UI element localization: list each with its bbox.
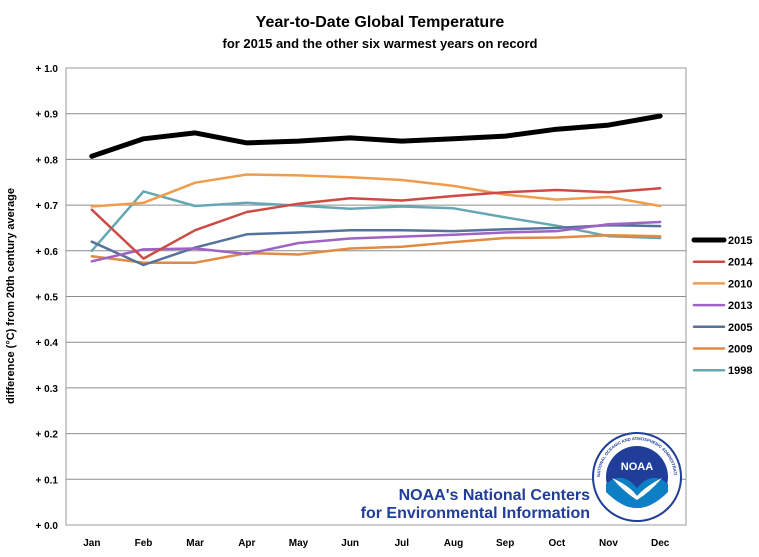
series-line-2009: [90, 234, 662, 264]
y-tick-label: + 1.0: [35, 64, 58, 75]
series-line-2015: [89, 113, 663, 159]
credit-line-2: for Environmental Information: [361, 505, 590, 522]
legend: 2015 2014 2010 2013 2005 2009 1998: [691, 235, 753, 377]
y-tick-label: + 0.7: [35, 201, 58, 212]
y-tick-label: + 0.4: [35, 338, 58, 349]
x-tick-label: Jun: [341, 538, 359, 549]
x-tick-label: Mar: [186, 538, 204, 549]
y-tick-label: + 0.2: [35, 430, 58, 441]
legend-label-2015: 2015: [728, 235, 752, 247]
x-tick-label: Dec: [651, 538, 670, 549]
y-tick-label: + 0.0: [35, 521, 58, 532]
y-tick-label: + 0.5: [35, 293, 58, 304]
legend-label-2009: 2009: [728, 344, 752, 356]
y-tick-label: + 0.6: [35, 247, 58, 258]
series-line-2010: [90, 173, 662, 208]
chart-subtitle: for 2015 and the other six warmest years…: [222, 36, 537, 51]
legend-label-1998: 1998: [728, 365, 752, 377]
x-tick-label: Jan: [83, 538, 100, 549]
x-tick-label: May: [289, 538, 309, 549]
y-tick-label: + 0.8: [35, 155, 58, 166]
gridlines: [66, 113, 686, 480]
series-line-2013: [90, 220, 662, 263]
y-axis-label: difference (°C) from 20th century averag…: [5, 188, 17, 404]
x-tick-label: Sep: [496, 538, 514, 549]
legend-label-2013: 2013: [728, 300, 752, 312]
legend-label-2005: 2005: [728, 322, 752, 334]
y-tick-label: + 0.9: [35, 110, 58, 121]
x-tick-label: Aug: [444, 538, 463, 549]
x-tick-label: Oct: [548, 538, 565, 549]
x-tick-label: Nov: [599, 538, 618, 549]
y-tick-labels: + 0.0 + 0.1 + 0.2 + 0.3 + 0.4 + 0.5 + 0.6 + 0.7…: [35, 64, 58, 532]
series-line-2005: [90, 223, 662, 267]
series-line-2014: [90, 186, 662, 260]
y-tick-label: + 0.1: [35, 475, 58, 486]
credit-line-1: NOAA's National Centers: [399, 487, 591, 504]
x-tick-label: Feb: [135, 538, 153, 549]
series-lines: [89, 113, 663, 267]
legend-label-2014: 2014: [728, 257, 753, 269]
legend-label-2010: 2010: [728, 278, 752, 290]
x-tick-label: Apr: [238, 538, 255, 549]
chart-title: Year-to-Date Global Temperature: [256, 14, 505, 31]
x-tick-label: Jul: [395, 538, 410, 549]
x-tick-labels: Jan Feb Mar Apr May Jun Jul Aug Sep Oct Nov Dec: [83, 538, 670, 549]
y-tick-label: + 0.3: [35, 384, 58, 395]
noaa-logo: NOAA NATIONAL OCEANIC AND ATMOSPHERIC AD…: [0, 0, 682, 522]
noaa-logo-text: NOAA: [621, 461, 653, 473]
